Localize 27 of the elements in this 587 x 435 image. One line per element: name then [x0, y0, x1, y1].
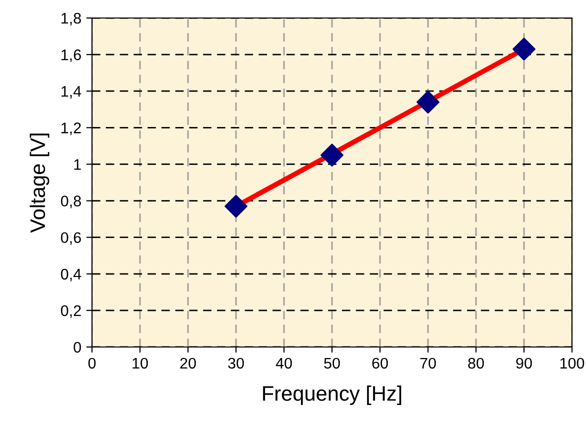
x-tick-label: 100: [560, 358, 584, 369]
y-tick-label: 0,8: [60, 196, 81, 208]
y-tick-label: 1: [74, 159, 81, 170]
x-tick-label: 80: [468, 358, 484, 369]
y-tick-label: 1,8: [62, 12, 81, 26]
x-axis-title: Frequency [Hz]: [263, 386, 402, 405]
x-tick-label: 90: [516, 358, 532, 369]
x-tick-label: 70: [420, 358, 436, 369]
x-tick-label: 10: [132, 358, 148, 369]
y-tick-label: 0,4: [60, 268, 82, 282]
point: [512, 38, 536, 61]
y-tick-label: 0: [74, 342, 81, 353]
y-tick-label: 0,6: [60, 232, 81, 245]
x-tick-label: 30: [228, 358, 244, 369]
y-axis-title: Voltage [V]: [30, 134, 50, 233]
y-tick-label: 1,4: [62, 86, 82, 99]
point: [416, 90, 440, 114]
x-tick-label: 60: [372, 358, 388, 369]
y-tick-label: 1,2: [62, 122, 81, 136]
x-tick-label: 40: [276, 358, 292, 369]
x-tick-label: 50: [324, 358, 340, 369]
point: [224, 194, 248, 218]
y-tick-label: 0,2: [60, 305, 81, 318]
point: [320, 144, 344, 167]
y-tick-label: 1,6: [62, 49, 81, 62]
x-tick-label: 0: [88, 358, 96, 369]
x-tick-label: 20: [180, 358, 196, 369]
